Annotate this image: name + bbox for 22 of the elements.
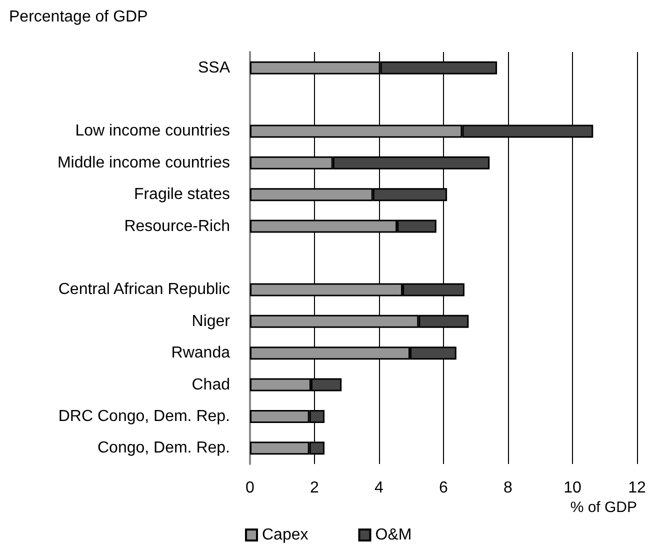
y-tick-label: Fragile states: [134, 186, 230, 204]
x-tick-label: 10: [564, 480, 582, 496]
y-tick-label: Congo, Dem. Rep.: [97, 440, 230, 457]
x-tick-label: 6: [439, 480, 448, 496]
y-tick-label: Middle income countries: [57, 154, 230, 172]
y-tick-label: Chad: [192, 376, 230, 394]
x-axis-title: % of GDP: [570, 499, 637, 516]
y-tick-label: Rwanda: [171, 344, 230, 362]
legend-label: Capex: [262, 526, 308, 544]
x-tick-label: 8: [504, 480, 513, 496]
x-tick-label: 4: [374, 480, 384, 496]
y-tick-label: DRC Congo, Dem. Rep.: [58, 408, 230, 425]
x-tick-label: 0: [246, 480, 255, 496]
y-tick-label: Central African Republic: [58, 281, 230, 298]
x-tick-label: 2: [310, 480, 320, 496]
y-tick-label: Low income countries: [75, 122, 230, 140]
text: Percentage of GDP: [9, 8, 148, 26]
x-tick-label: 12: [628, 480, 646, 496]
legend-label: O&M: [375, 526, 412, 544]
y-tick-label: Resource-Rich: [124, 218, 230, 235]
y-tick-label: Niger: [192, 312, 231, 330]
y-tick-label: SSA: [198, 59, 230, 76]
